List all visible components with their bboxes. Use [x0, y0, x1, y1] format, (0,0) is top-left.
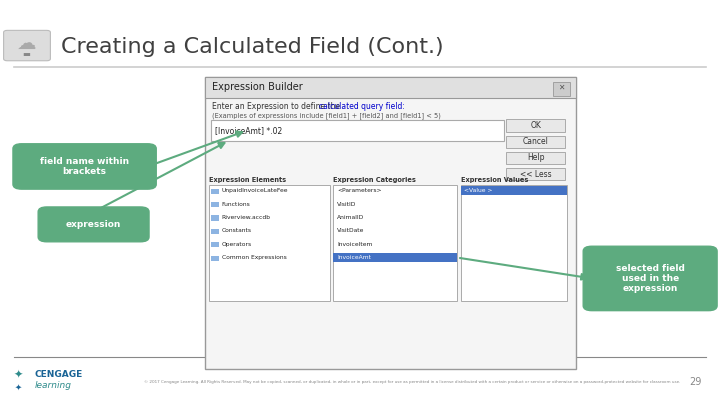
Text: Expression Categories: Expression Categories	[333, 177, 416, 183]
Text: Constants: Constants	[222, 228, 252, 233]
FancyBboxPatch shape	[211, 256, 219, 261]
FancyBboxPatch shape	[211, 242, 219, 247]
Text: 29: 29	[690, 377, 702, 386]
Text: ✕: ✕	[559, 83, 564, 92]
Text: Riverview.accdb: Riverview.accdb	[222, 215, 271, 220]
Text: VisitDate: VisitDate	[337, 228, 364, 233]
Text: InvoiceAmt: InvoiceAmt	[337, 255, 371, 260]
FancyBboxPatch shape	[38, 207, 149, 242]
Text: Operators: Operators	[222, 242, 252, 247]
Text: ✦: ✦	[14, 382, 22, 391]
Text: <Value >: <Value >	[464, 188, 492, 193]
FancyBboxPatch shape	[506, 136, 565, 148]
Text: calculated query field:: calculated query field:	[319, 102, 405, 111]
FancyBboxPatch shape	[333, 185, 457, 301]
Text: Help: Help	[527, 153, 544, 162]
Text: AnimalID: AnimalID	[337, 215, 364, 220]
Text: Expression Elements: Expression Elements	[209, 177, 286, 183]
Text: ▬: ▬	[23, 50, 30, 59]
FancyBboxPatch shape	[205, 77, 576, 98]
Text: Cancel: Cancel	[523, 137, 549, 146]
FancyBboxPatch shape	[211, 215, 219, 221]
FancyBboxPatch shape	[506, 119, 565, 132]
Text: selected field
used in the
expression: selected field used in the expression	[616, 264, 685, 293]
Text: field name within
brackets: field name within brackets	[40, 157, 129, 176]
FancyBboxPatch shape	[333, 253, 457, 262]
Text: InvoiceItem: InvoiceItem	[337, 242, 372, 247]
Text: © 2017 Cengage Learning. All Rights Reserved. May not be copied, scanned, or dup: © 2017 Cengage Learning. All Rights Rese…	[144, 379, 680, 384]
Text: Enter an Expression to define the: Enter an Expression to define the	[212, 102, 343, 111]
Text: Creating a Calculated Field (Cont.): Creating a Calculated Field (Cont.)	[61, 36, 444, 57]
FancyBboxPatch shape	[553, 82, 570, 96]
Text: learning: learning	[35, 381, 71, 390]
Text: OK: OK	[530, 121, 541, 130]
Text: VisitID: VisitID	[337, 202, 356, 207]
FancyBboxPatch shape	[211, 202, 219, 207]
Text: Expression Builder: Expression Builder	[212, 83, 303, 92]
FancyBboxPatch shape	[506, 152, 565, 164]
Text: Common Expressions: Common Expressions	[222, 255, 287, 260]
FancyBboxPatch shape	[211, 120, 504, 141]
Text: ☁: ☁	[17, 34, 37, 53]
Text: CENGAGE: CENGAGE	[35, 370, 83, 379]
Text: ✦: ✦	[13, 370, 23, 379]
FancyBboxPatch shape	[13, 144, 156, 189]
Text: [InvoiceAmt] *.02: [InvoiceAmt] *.02	[215, 126, 282, 135]
Text: << Less: << Less	[520, 170, 552, 179]
FancyBboxPatch shape	[506, 168, 565, 180]
FancyBboxPatch shape	[461, 186, 567, 195]
Text: UnpaidInvoiceLateFee: UnpaidInvoiceLateFee	[222, 188, 288, 193]
Text: <Parameters>: <Parameters>	[337, 188, 382, 193]
Text: Functions: Functions	[222, 202, 251, 207]
FancyBboxPatch shape	[583, 246, 717, 311]
Text: expression: expression	[66, 220, 121, 229]
FancyBboxPatch shape	[209, 185, 330, 301]
Text: (Examples of expressions include [field1] + [field2] and [field1] < 5): (Examples of expressions include [field1…	[212, 113, 441, 119]
FancyBboxPatch shape	[205, 77, 576, 369]
Text: Expression Values: Expression Values	[461, 177, 528, 183]
FancyBboxPatch shape	[211, 189, 219, 194]
FancyBboxPatch shape	[211, 229, 219, 234]
FancyBboxPatch shape	[4, 30, 50, 61]
FancyBboxPatch shape	[461, 185, 567, 301]
